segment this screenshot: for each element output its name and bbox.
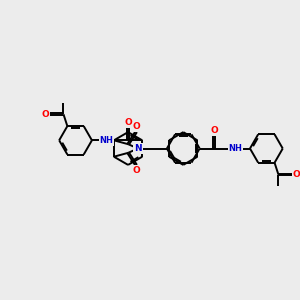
Text: NH: NH xyxy=(100,136,113,145)
Text: NH: NH xyxy=(229,144,242,153)
Text: O: O xyxy=(41,110,49,119)
Text: O: O xyxy=(133,122,140,131)
Text: O: O xyxy=(210,126,218,135)
Text: O: O xyxy=(293,170,300,179)
Text: O: O xyxy=(124,118,132,127)
Text: N: N xyxy=(134,144,142,153)
Text: O: O xyxy=(133,166,140,175)
